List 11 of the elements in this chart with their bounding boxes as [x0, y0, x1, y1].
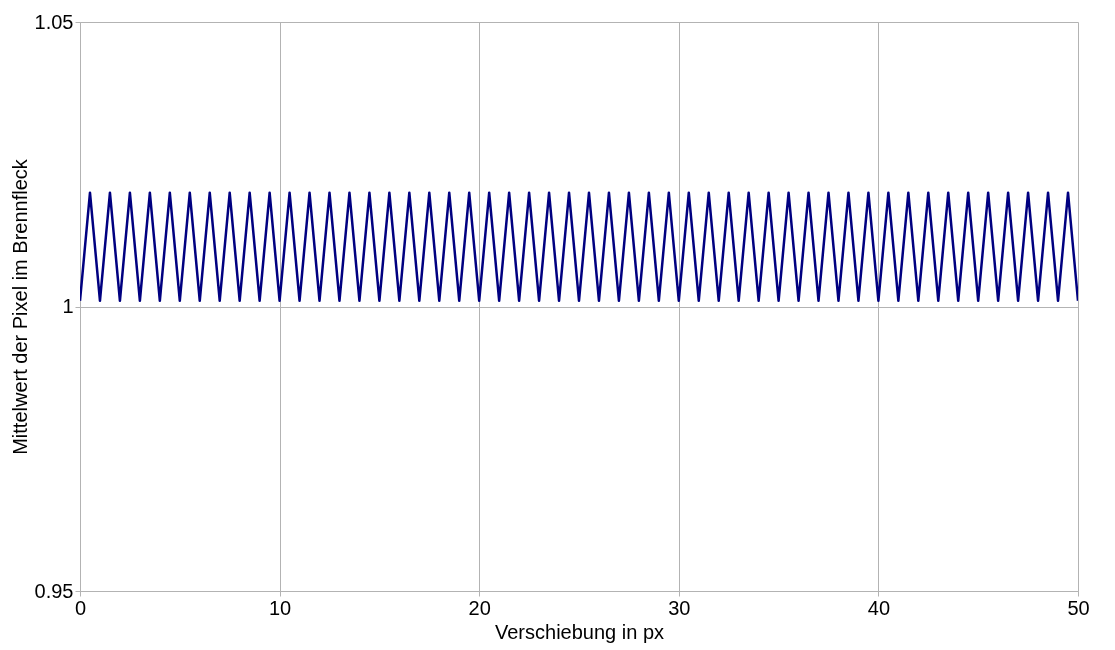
x-tick-label: 20 [468, 596, 491, 619]
x-tick-label: 40 [867, 596, 891, 619]
y-tick-label: 0.95 [34, 579, 74, 602]
y-tick-label: 1.05 [34, 10, 74, 33]
x-tick-label: 10 [268, 596, 292, 619]
x-tick-label: 30 [668, 596, 691, 619]
x-tick-label: 0 [74, 596, 87, 619]
x-tick-label: 50 [1067, 596, 1090, 619]
y-tick-label: 1 [62, 295, 74, 317]
x-axis-title: Verschiebung in px [494, 620, 665, 643]
y-axis-title: Mittelwert der Pixel im Brennfleck [8, 158, 31, 455]
